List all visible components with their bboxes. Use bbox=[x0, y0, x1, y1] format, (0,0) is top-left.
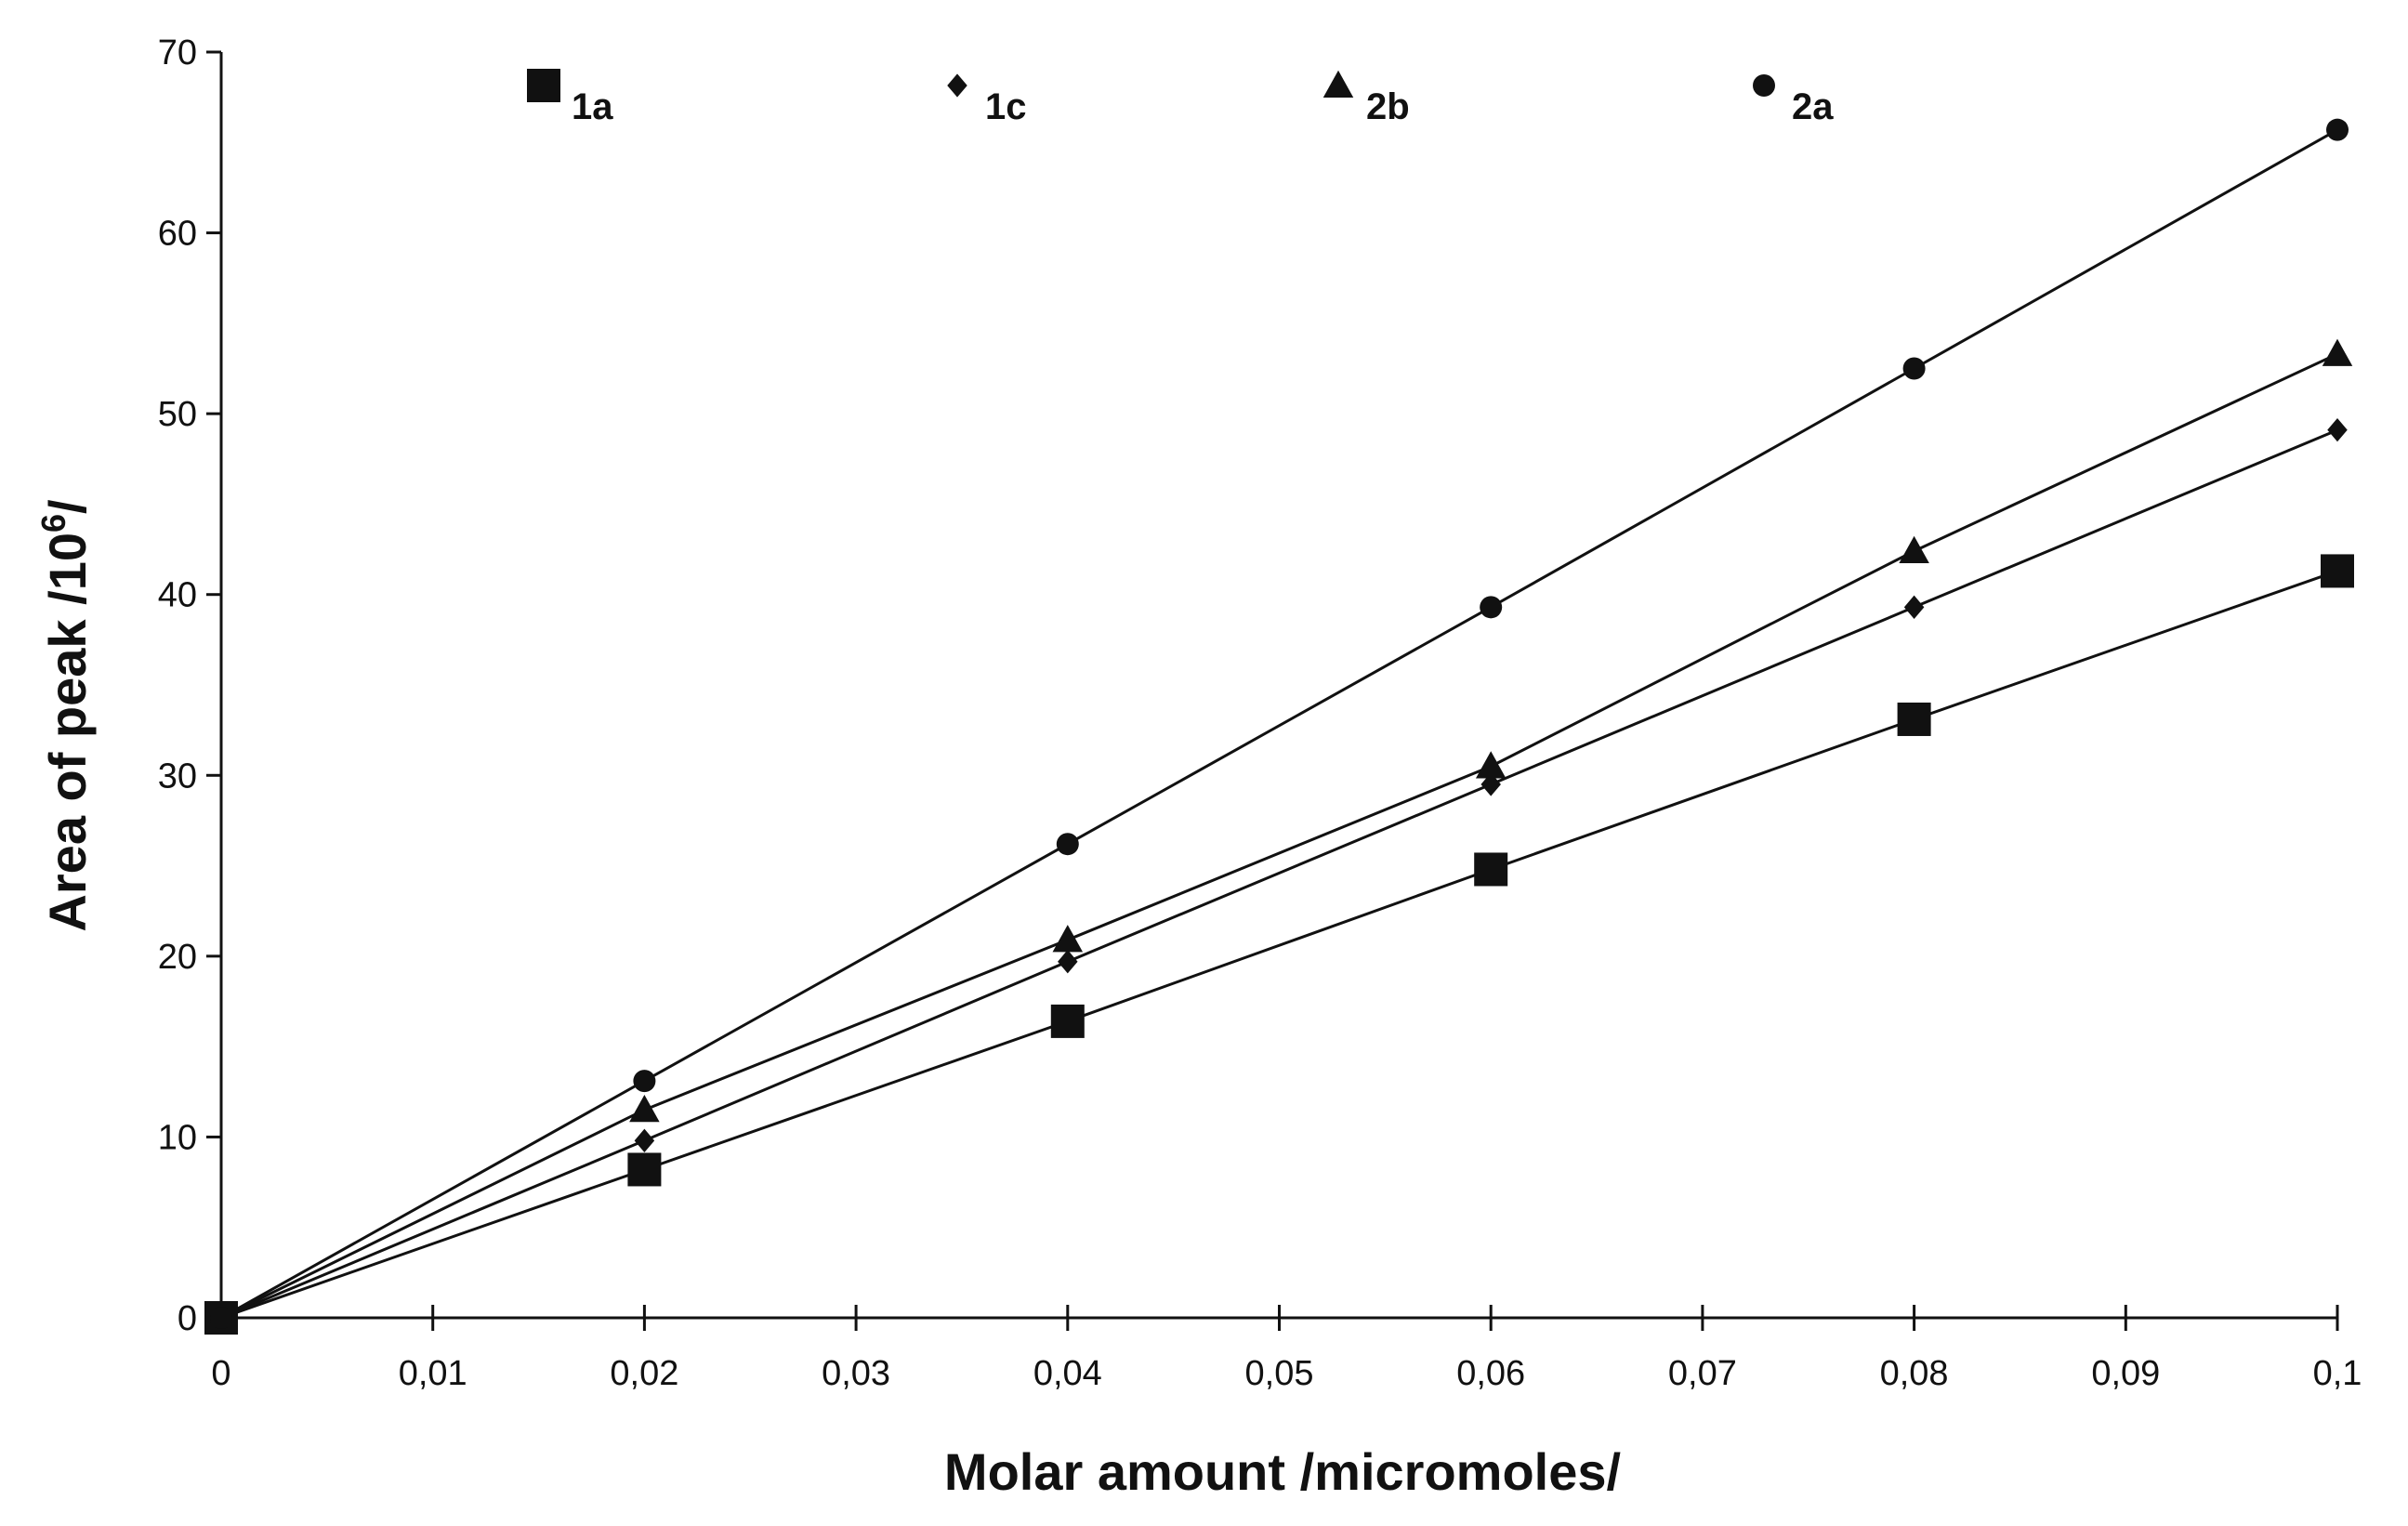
legend-label-1c: 1c bbox=[985, 86, 1027, 127]
data-point-1a bbox=[1050, 1004, 1085, 1038]
x-tick-label: 0,08 bbox=[1880, 1354, 1949, 1393]
axes: 0 10 20 30 40 50 60 70 0 0,01 0,02 0,03 0,04 0,05 0,06… bbox=[158, 33, 2362, 1393]
data-point-2a bbox=[633, 1070, 656, 1093]
x-tick-label: 0,1 bbox=[2313, 1354, 2362, 1393]
x-tick-label: 0,09 bbox=[2091, 1354, 2160, 1393]
x-axis-title: Molar amount /micromoles/ bbox=[944, 1442, 1622, 1501]
legend-label-2a: 2a bbox=[1792, 86, 1834, 127]
data-point-2b bbox=[1052, 925, 1084, 953]
y-tick-label: 50 bbox=[158, 395, 197, 434]
legend-item-2b: 2b bbox=[1322, 70, 1410, 127]
data-point-1c bbox=[2327, 418, 2348, 442]
x-tick-label: 0,03 bbox=[822, 1354, 890, 1393]
x-tick-label: 0,04 bbox=[1033, 1354, 1102, 1393]
legend-marker-1c bbox=[947, 73, 967, 98]
y-axis-title-text: Area of peak /10 bbox=[38, 533, 97, 932]
x-tick-label: 0 bbox=[211, 1354, 230, 1393]
data-point-1a bbox=[2321, 554, 2354, 588]
series-lines bbox=[220, 128, 2338, 1320]
legend-marker-2b bbox=[1322, 70, 1354, 98]
data-point-2b bbox=[1899, 535, 1929, 564]
x-tick-label: 0,02 bbox=[610, 1354, 678, 1393]
legend-item-1c: 1c bbox=[947, 73, 1027, 127]
data-point-2a bbox=[1902, 357, 1926, 380]
legend-label-1a: 1a bbox=[572, 86, 613, 127]
y-tick-label: 10 bbox=[158, 1118, 197, 1157]
y-tick-label: 30 bbox=[158, 756, 197, 796]
data-point-2b bbox=[629, 1094, 660, 1123]
x-tick-label: 0,01 bbox=[399, 1354, 467, 1393]
y-axis-title-suffix: / bbox=[38, 499, 97, 514]
legend-item-1a: 1a bbox=[527, 69, 613, 127]
data-point-1c bbox=[1480, 772, 1501, 796]
series-line-1a bbox=[220, 569, 2338, 1320]
x-tick-label: 0,05 bbox=[1245, 1354, 1314, 1393]
data-point-1a bbox=[1474, 852, 1508, 887]
y-tick-label: 0 bbox=[178, 1299, 197, 1338]
y-tick-label: 70 bbox=[158, 33, 197, 72]
series-line-2b bbox=[220, 352, 2338, 1320]
series-markers bbox=[204, 118, 2354, 1335]
series-line-1c bbox=[220, 428, 2338, 1320]
data-point-2a bbox=[2326, 118, 2349, 141]
legend: 1a 1c 2b 2a bbox=[527, 69, 1834, 127]
data-point-1c bbox=[1058, 950, 1078, 974]
y-tick-label: 60 bbox=[158, 215, 197, 254]
y-tick-label: 40 bbox=[158, 576, 197, 615]
data-point-2a bbox=[210, 1307, 232, 1329]
data-point-1a bbox=[627, 1152, 662, 1187]
data-point-1a bbox=[1897, 702, 1931, 736]
data-point-2a bbox=[1480, 596, 1503, 619]
data-point-2a bbox=[1056, 833, 1079, 856]
legend-label-2b: 2b bbox=[1366, 86, 1410, 127]
x-tick-label: 0,06 bbox=[1456, 1354, 1525, 1393]
data-point-2b bbox=[1475, 751, 1507, 779]
legend-marker-2a bbox=[1753, 74, 1775, 97]
y-tick-label: 20 bbox=[158, 938, 197, 977]
legend-item-2a: 2a bbox=[1753, 74, 1834, 127]
y-axis-title-exponent: 6 bbox=[34, 514, 72, 533]
y-axis-title: Area of peak /106/ bbox=[34, 499, 97, 932]
legend-marker-1a bbox=[527, 69, 560, 102]
series-line-2a bbox=[220, 128, 2338, 1320]
data-point-1c bbox=[634, 1128, 655, 1152]
x-tick-label: 0,07 bbox=[1668, 1354, 1737, 1393]
data-point-1c bbox=[1903, 595, 1925, 619]
data-point-2b bbox=[2322, 338, 2353, 366]
y-axis-title-group: Area of peak /106/ bbox=[34, 499, 97, 932]
